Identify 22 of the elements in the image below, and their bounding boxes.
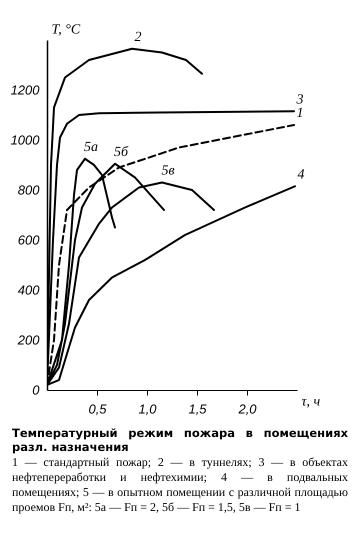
y-tick-label: 1000 bbox=[10, 132, 40, 148]
x-tick-label: 0,5 bbox=[88, 402, 108, 416]
y-tick-label: 200 bbox=[16, 332, 40, 348]
y-tick-label: 600 bbox=[18, 232, 40, 248]
series-label: 2 bbox=[134, 30, 142, 45]
x-tick-label: 1,5 bbox=[188, 402, 208, 416]
y-tick-label: 0 bbox=[32, 382, 40, 398]
x-axis-title: τ, ч bbox=[302, 394, 321, 410]
x-tick-label: 2,0 bbox=[237, 402, 258, 416]
text: 1 — стандартный пожар; 2 — в туннелях; 3 — в объектах нефтепереработки и нефтехимии; 4 — в подвальных помещениях; 5 — в опытном помещении с различной площадью проемов Fп, м²: 5а — Fп = 2, 5б — Fп = 1,5, 5в — Fп = 1 bbox=[12, 454, 348, 515]
y-tick-label: 800 bbox=[18, 182, 40, 198]
series-label: 5в bbox=[161, 164, 175, 178]
y-tick-label: 400 bbox=[18, 282, 40, 298]
series-label: 4 bbox=[298, 167, 304, 182]
y-axis-title: T, °C bbox=[52, 22, 81, 38]
series-label: 1 bbox=[296, 106, 304, 121]
x-tick-label: 1,0 bbox=[138, 402, 158, 416]
series-label: 5б bbox=[114, 144, 129, 160]
text: Температурный режим пожара в помещениях разл. назначения bbox=[12, 426, 348, 455]
series-label: 5а bbox=[84, 140, 98, 155]
series-label: 3 bbox=[296, 92, 304, 108]
y-tick-label: 1200 bbox=[10, 82, 40, 98]
